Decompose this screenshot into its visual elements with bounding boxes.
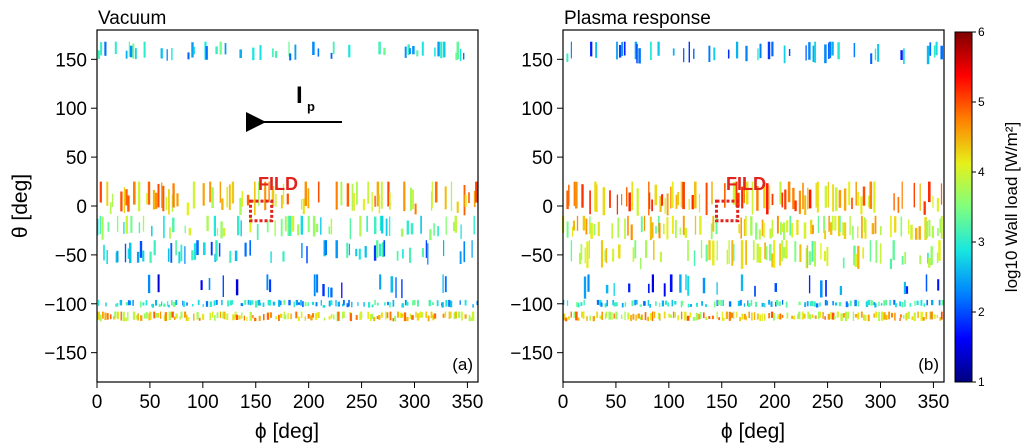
colorbar-tick-label: 2 (978, 305, 985, 319)
y-tick-label: −100 (44, 295, 87, 316)
x-tick-label: 300 (865, 392, 897, 413)
y-axis: 150 100 50 0 −50 −100 −150 (510, 50, 563, 365)
panel-tag: (b) (918, 355, 939, 374)
y-tick-label: 50 (66, 148, 87, 169)
colorbar-gradient (954, 31, 973, 383)
y-axis-label: θ [deg] (9, 174, 32, 238)
y-tick-label: 0 (76, 197, 87, 218)
panel-title: Plasma response (564, 8, 711, 29)
plasma-current-annotation: I p (246, 82, 342, 132)
fild-label: FILD (726, 174, 766, 194)
colorbar-tick-label: 5 (978, 95, 985, 109)
colorbar: 1 2 3 4 5 6 log10 Wall load [W/m²] (954, 25, 1021, 389)
x-axis: 0 50 100 150 200 250 300 350 (558, 382, 950, 413)
y-tick-label: 50 (532, 148, 553, 169)
y-tick-label: 150 (55, 50, 87, 71)
plot-frame (562, 29, 945, 383)
panel-tag: (a) (452, 355, 473, 374)
y-tick-label: −50 (55, 246, 87, 267)
x-tick-label: 100 (187, 392, 219, 413)
y-tick-label: 100 (521, 99, 553, 120)
colorbar-ticks: 1 2 3 4 5 6 (972, 25, 985, 389)
x-tick-label: 300 (399, 392, 431, 413)
x-tick-label: 350 (918, 392, 950, 413)
y-tick-label: 150 (521, 50, 553, 71)
panel-plasma-response: Plasma response 0 50 100 150 200 250 300 350 15… (510, 8, 949, 443)
panel-title: Vacuum (98, 8, 166, 29)
x-tick-label: 200 (759, 392, 791, 413)
x-tick-label: 350 (452, 392, 484, 413)
x-tick-label: 0 (558, 392, 569, 413)
fild-label: FILD (258, 174, 298, 194)
x-axis-label: ϕ [deg] (255, 420, 319, 443)
current-symbol: I (296, 82, 303, 109)
x-tick-label: 250 (346, 392, 378, 413)
x-tick-label: 0 (92, 392, 103, 413)
colorbar-tick-label: 3 (978, 235, 985, 249)
wall-load-marks (96, 41, 479, 322)
x-axis-label: ϕ [deg] (721, 420, 785, 443)
x-axis: 0 50 100 150 200 250 300 350 (92, 382, 484, 413)
colorbar-tick-label: 6 (978, 25, 985, 39)
fild-box (249, 199, 274, 223)
colorbar-tick-label: 1 (978, 375, 985, 389)
y-tick-label: −50 (521, 246, 553, 267)
y-tick-label: −150 (510, 344, 553, 365)
x-tick-label: 150 (706, 392, 738, 413)
y-tick-label: 100 (55, 99, 87, 120)
y-tick-label: 0 (542, 197, 553, 218)
y-tick-label: −100 (510, 295, 553, 316)
x-tick-label: 50 (605, 392, 626, 413)
x-tick-label: 100 (653, 392, 685, 413)
current-subscript: p (307, 99, 315, 114)
y-axis: 150 100 50 0 −50 −100 −150 (44, 50, 97, 365)
wall-load-marks (562, 41, 944, 322)
x-tick-label: 150 (240, 392, 272, 413)
x-tick-label: 200 (293, 392, 325, 413)
y-tick-label: −150 (44, 344, 87, 365)
x-tick-label: 50 (139, 392, 160, 413)
colorbar-label: log10 Wall load [W/m²] (1002, 122, 1021, 292)
x-tick-label: 250 (812, 392, 844, 413)
colorbar-tick-label: 4 (978, 165, 985, 179)
fild-box (715, 199, 740, 223)
panel-vacuum: Vacuum 0 50 100 150 200 250 300 350 150 100 50 0 −5… (9, 8, 483, 443)
